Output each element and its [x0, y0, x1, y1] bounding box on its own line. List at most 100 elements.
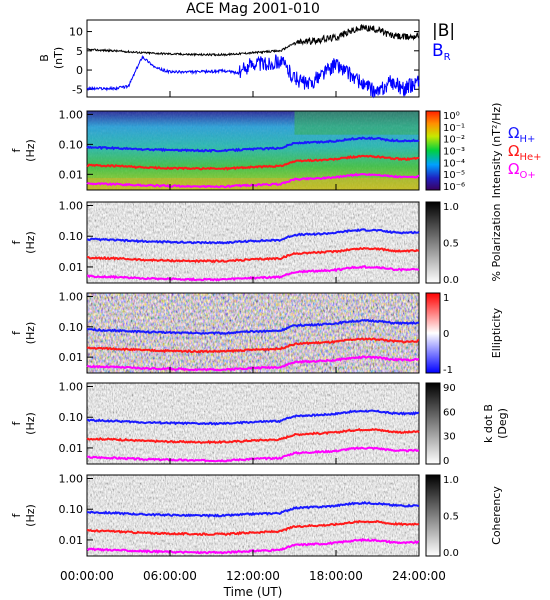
y-axis-label: f [10, 330, 23, 335]
colorbar: 1 0 -1 Ellipticity [425, 292, 503, 376]
y-tick-label: 0.10 [59, 503, 84, 516]
spectrogram [87, 293, 419, 373]
y-axis-unit: (Hz) [24, 231, 37, 254]
colorbar: 90 60 30 0 k dot B (Deg) [425, 382, 509, 467]
y-tick-label: 0.10 [59, 138, 84, 151]
y-tick-label: 1.00 [59, 473, 84, 486]
x-axis-label: Time (UT) [223, 585, 283, 599]
x-tick-label: 06:00:00 [143, 569, 197, 583]
y-tick-label: 1.00 [59, 290, 84, 303]
colorbar-tick-label: 90 [443, 383, 456, 394]
gyro-line-H-plus [86, 409, 419, 426]
colorbar-tick-label: -1 [443, 365, 453, 376]
x-tick-label: 00:00:00 [60, 569, 114, 583]
x-tick-label: 24:00:00 [392, 569, 446, 583]
legend-b-magnitude: |B| [432, 21, 455, 41]
colorbar-gradient [425, 474, 441, 557]
b-field-panel: 10 5 0 -5 B (nT) [38, 19, 420, 99]
y-tick-label: 0.10 [59, 230, 84, 243]
y-tick-label: 0 [76, 64, 83, 77]
colorbar-gradient [425, 382, 441, 465]
colorbar-tick-label: 10⁰ [443, 111, 460, 122]
colorbar-tick-label: 0 [443, 329, 449, 340]
gyro-legend: ΩH+ΩHe+ΩO+ [508, 124, 542, 181]
colorbar-tick-label: 0.5 [443, 239, 459, 250]
gyro-line-He-plus [86, 246, 419, 264]
colorbar-tick-label: 1.0 [443, 475, 459, 486]
y-tick-label: 10 [69, 26, 83, 39]
y-axis-label: f [10, 512, 23, 517]
y-tick-label: 1.00 [59, 108, 84, 121]
y-tick-label: 0.01 [59, 261, 84, 274]
y-axis-label: f [10, 239, 23, 244]
colorbar-tick-label: 10⁻⁶ [443, 182, 465, 193]
colorbar-tick-label: 0.0 [443, 275, 459, 286]
y-axis-label: f [10, 420, 23, 425]
y-tick-label: 0.01 [59, 534, 84, 547]
y-tick-label: 0.01 [59, 351, 84, 364]
y-axis-unit: (nT) [52, 47, 65, 69]
series-line-b-magnitude [86, 23, 420, 57]
y-axis-label: B [38, 54, 51, 62]
colorbar-gradient [425, 110, 441, 191]
y-tick-label: 1.00 [59, 381, 84, 394]
colorbar-tick-label: 10⁻⁴ [443, 158, 465, 169]
panel-k-dot-b: 1.00 0.10 0.01 f (Hz) 90 60 30 0 k dot B (Deg) [10, 381, 509, 467]
y-tick-label: 0.01 [59, 168, 84, 181]
x-axis: 00:00:00 06:00:00 12:00:00 18:00:00 24:0… [60, 569, 446, 599]
gyro-line-H-plus [86, 318, 420, 336]
y-tick-label: 5 [76, 45, 83, 58]
colorbar: 1.0 0.5 0.0 Coherency [425, 474, 503, 559]
panel-intensity: 1.00 0.10 0.01 f (Hz) 10⁰10⁻¹10⁻²10⁻³10⁻⁴10⁻⁵… [10, 103, 503, 199]
x-tick-label: 12:00:00 [226, 569, 280, 583]
colorbar-tick-label: 0.0 [443, 548, 459, 559]
panel-polarization: 1.00 0.10 0.01 f (Hz) 1.0 0.5 0.0 % Polarization [10, 200, 503, 286]
gyro-line-He-plus [86, 154, 420, 171]
gyro-line-H-plus [86, 136, 420, 153]
gyro-line-H-plus [86, 500, 420, 518]
b-legend: |B| BR [432, 21, 455, 63]
colorbar-tick-label: 1.0 [443, 202, 459, 213]
gyro-line-He-plus [86, 519, 420, 537]
legend-b-radial: BR [432, 41, 451, 63]
colorbar-label-unit: (Deg) [496, 408, 509, 439]
colorbar-tick-label: 10⁻⁵ [443, 170, 465, 181]
y-tick-label: 0.01 [59, 442, 84, 455]
y-tick-label: -5 [72, 83, 83, 96]
y-tick-label: 0.10 [59, 321, 84, 334]
colorbar-tick-label: 30 [443, 432, 456, 443]
colorbar-label: Intensity (nT²/Hz) [490, 103, 503, 199]
colorbar-label: Ellipticity [490, 307, 503, 358]
y-axis-unit: (Hz) [24, 322, 37, 345]
chart-title: ACE Mag 2001-010 [186, 1, 320, 17]
y-axis-unit: (Hz) [24, 139, 37, 162]
colorbar-tick-label: 10⁻² [443, 135, 465, 146]
spectrogram [87, 202, 419, 283]
colorbar-label: Coherency [490, 486, 503, 545]
gyro-line-H-plus [86, 228, 420, 245]
panel-coherency: 1.00 0.10 0.01 f (Hz) 1.0 0.5 0.0 Coherency [10, 473, 503, 559]
colorbar-tick-label: 10⁻¹ [443, 123, 465, 134]
y-axis-unit: (Hz) [24, 504, 37, 527]
gyro-line-He-plus [86, 427, 420, 445]
colorbar-tick-label: 0.5 [443, 512, 459, 523]
colorbar-gradient [425, 201, 441, 284]
colorbar-label: k dot B [482, 404, 495, 443]
colorbar: 1.0 0.5 0.0 % Polarization [425, 201, 503, 286]
colorbar-tick-label: 60 [443, 407, 456, 418]
y-axis-unit: (Hz) [24, 412, 37, 435]
x-tick-label: 18:00:00 [309, 569, 363, 583]
colorbar-label: % Polarization [490, 204, 503, 282]
y-tick-label: 1.00 [59, 200, 84, 213]
y-axis-label: f [10, 147, 23, 152]
spectrogram [87, 475, 419, 556]
colorbar-tick-label: 1 [443, 293, 449, 304]
colorbar-tick-label: 0 [443, 456, 449, 467]
gyro-line-He-plus [86, 337, 420, 354]
gyro-legend-entry: ΩO+ [508, 160, 536, 181]
series-line-b-radial [86, 54, 420, 99]
y-tick-label: 0.10 [59, 411, 84, 424]
